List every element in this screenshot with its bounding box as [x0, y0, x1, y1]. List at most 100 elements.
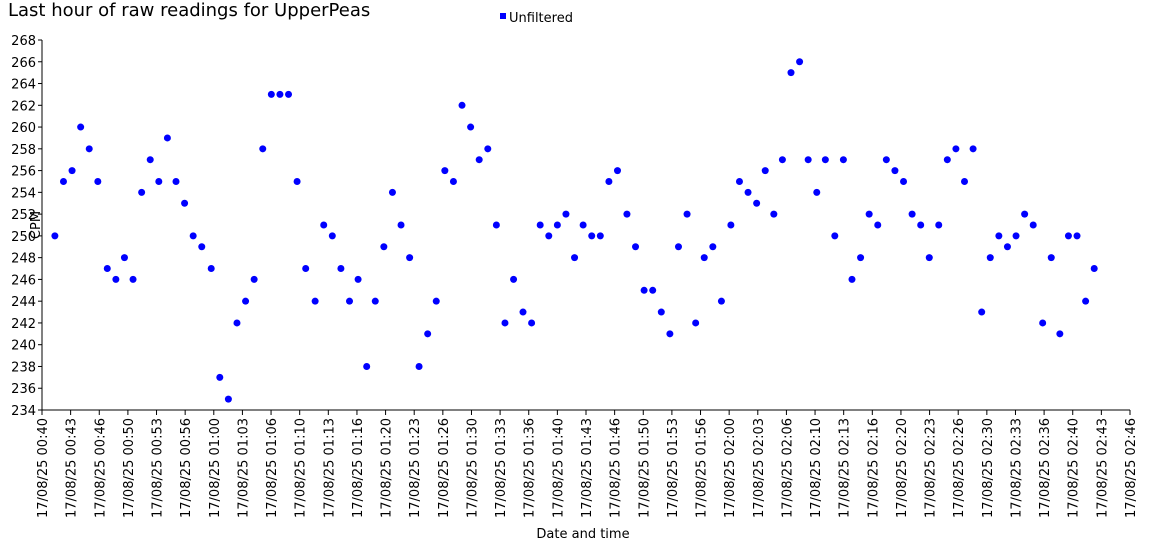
y-tick-label: 238: [11, 360, 36, 375]
point: [692, 319, 700, 327]
x-tick-label: 17/08/25 02:13: [838, 418, 853, 518]
x-tick-label: 17/08/25 02:36: [1038, 418, 1053, 518]
point: [943, 156, 951, 164]
point: [961, 177, 969, 185]
point: [623, 210, 631, 218]
point: [613, 167, 621, 175]
point: [1039, 319, 1047, 327]
point: [467, 123, 475, 131]
y-tick-label: 254: [11, 186, 36, 201]
point: [839, 156, 847, 164]
point: [198, 243, 206, 251]
y-tick-label: 256: [11, 165, 36, 180]
point: [744, 188, 752, 196]
point: [138, 188, 146, 196]
point: [371, 297, 379, 305]
point: [267, 90, 275, 98]
point: [397, 221, 405, 229]
point: [224, 395, 232, 403]
point: [917, 221, 925, 229]
x-axis-label: Date and time: [536, 527, 629, 542]
x-tick-label: 17/08/25 01:33: [494, 418, 509, 518]
point: [857, 254, 865, 262]
point: [761, 167, 769, 175]
x-tick-label: 17/08/25 00:53: [151, 418, 166, 518]
y-tick-label: 236: [11, 382, 36, 397]
point: [986, 254, 994, 262]
point: [1082, 297, 1090, 305]
point: [952, 145, 960, 153]
point: [259, 145, 267, 153]
x-tick-label: 17/08/25 01:50: [637, 418, 652, 518]
point: [484, 145, 492, 153]
point: [753, 199, 761, 207]
x-tick-label: 17/08/25 00:40: [36, 418, 51, 518]
point: [207, 265, 215, 273]
point: [328, 232, 336, 240]
point: [813, 188, 821, 196]
x-tick-label: 17/08/25 01:36: [523, 418, 538, 518]
x-tick-label: 17/08/25 00:43: [65, 418, 80, 518]
point: [1047, 254, 1055, 262]
x-tick-label: 17/08/25 02:03: [752, 418, 767, 518]
point: [415, 362, 423, 370]
point: [925, 254, 933, 262]
point: [112, 275, 120, 283]
point: [1012, 232, 1020, 240]
point: [51, 232, 59, 240]
x-tick-label: 17/08/25 02:23: [924, 418, 939, 518]
x-tick-label: 17/08/25 01:43: [580, 418, 595, 518]
point: [320, 221, 328, 229]
x-tick-label: 17/08/25 01:30: [465, 418, 480, 518]
x-tick-label: 17/08/25 01:00: [208, 418, 223, 518]
point: [900, 177, 908, 185]
point: [1064, 232, 1072, 240]
point: [155, 177, 163, 185]
point: [1003, 243, 1011, 251]
y-tick-label: 246: [11, 273, 36, 288]
y-tick-label: 250: [11, 230, 36, 245]
point: [683, 210, 691, 218]
y-tick-label: 234: [11, 404, 36, 419]
point: [874, 221, 882, 229]
point: [1029, 221, 1037, 229]
x-tick-label: 17/08/25 01:46: [609, 418, 624, 518]
x-tick-label: 17/08/25 01:40: [551, 418, 566, 518]
x-tick-label: 17/08/25 01:03: [236, 418, 251, 518]
point: [519, 308, 527, 316]
point: [163, 134, 171, 142]
point: [562, 210, 570, 218]
point: [831, 232, 839, 240]
point: [657, 308, 665, 316]
point: [821, 156, 829, 164]
point: [233, 319, 241, 327]
point: [804, 156, 812, 164]
y-tick-label: 260: [11, 121, 36, 136]
point: [216, 373, 224, 381]
point: [129, 275, 137, 283]
y-tick-label: 244: [11, 295, 36, 310]
point: [181, 199, 189, 207]
y-tick-label: 266: [11, 56, 36, 71]
point: [796, 58, 804, 66]
x-tick-label: 17/08/25 02:10: [809, 418, 824, 518]
y-axis-label: CPM: [29, 211, 44, 239]
point: [588, 232, 596, 240]
point: [363, 362, 371, 370]
point: [908, 210, 916, 218]
x-tick-label: 17/08/25 01:16: [351, 418, 366, 518]
x-tick-label: 17/08/25 01:10: [294, 418, 309, 518]
point: [605, 177, 613, 185]
point: [311, 297, 319, 305]
x-tick-label: 17/08/25 00:46: [93, 418, 108, 518]
point: [1021, 210, 1029, 218]
point: [250, 275, 258, 283]
point: [709, 243, 717, 251]
point: [406, 254, 414, 262]
point: [94, 177, 102, 185]
legend-label: Unfiltered: [509, 11, 573, 26]
point: [882, 156, 890, 164]
x-tick-label: 17/08/25 02:30: [981, 418, 996, 518]
x-tick-label: 17/08/25 02:40: [1067, 418, 1082, 518]
x-tick-label: 17/08/25 01:56: [695, 418, 710, 518]
